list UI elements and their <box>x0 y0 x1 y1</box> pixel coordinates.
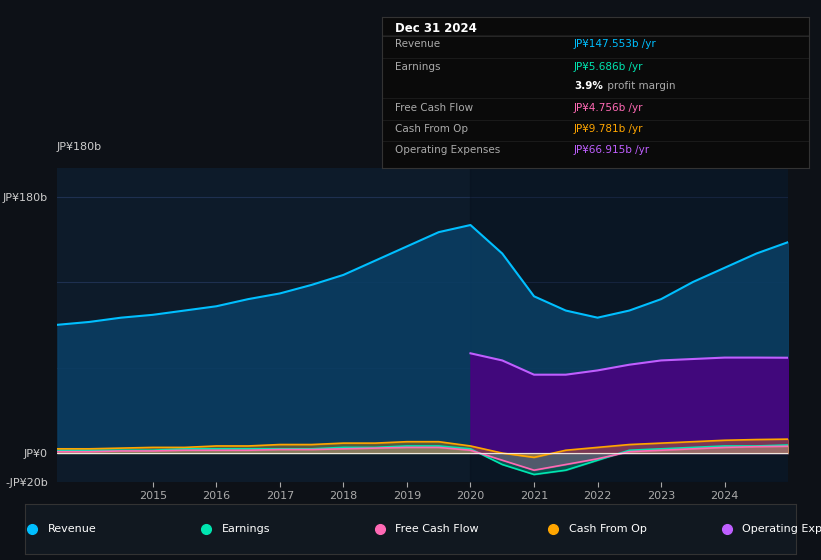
Text: JP¥9.781b /yr: JP¥9.781b /yr <box>574 124 644 134</box>
Text: JP¥66.915b /yr: JP¥66.915b /yr <box>574 145 650 155</box>
Text: JP¥180b: JP¥180b <box>57 142 102 152</box>
Text: Revenue: Revenue <box>48 524 97 534</box>
Bar <box>470 168 800 482</box>
Text: Revenue: Revenue <box>395 39 440 49</box>
Text: Free Cash Flow: Free Cash Flow <box>395 102 473 113</box>
Text: JP¥5.686b /yr: JP¥5.686b /yr <box>574 62 644 72</box>
Text: Free Cash Flow: Free Cash Flow <box>395 524 479 534</box>
Text: JP¥147.553b /yr: JP¥147.553b /yr <box>574 39 657 49</box>
Text: JP¥4.756b /yr: JP¥4.756b /yr <box>574 102 644 113</box>
Text: Operating Expenses: Operating Expenses <box>742 524 821 534</box>
Text: Earnings: Earnings <box>222 524 270 534</box>
Text: Earnings: Earnings <box>395 62 440 72</box>
Text: Dec 31 2024: Dec 31 2024 <box>395 22 476 35</box>
Text: Operating Expenses: Operating Expenses <box>395 145 500 155</box>
Text: 3.9%: 3.9% <box>574 81 603 91</box>
Text: Cash From Op: Cash From Op <box>395 124 468 134</box>
Text: Cash From Op: Cash From Op <box>569 524 647 534</box>
Text: profit margin: profit margin <box>603 81 675 91</box>
